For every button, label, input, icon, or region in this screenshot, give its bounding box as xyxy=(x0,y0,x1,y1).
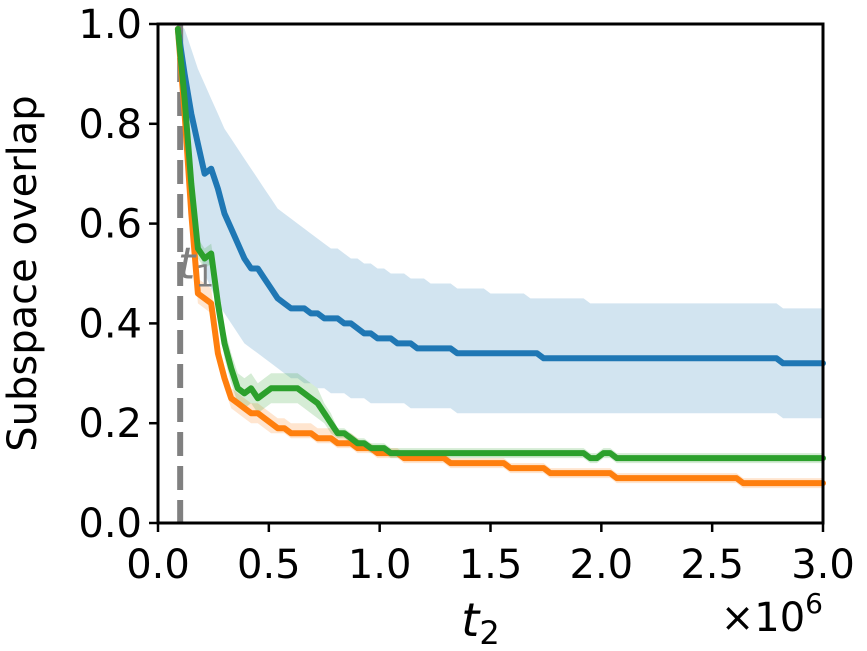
axes xyxy=(149,22,825,532)
x-tick-label: 1.0 xyxy=(348,542,412,588)
y-axis-label: Subspace overlap xyxy=(0,95,46,451)
x-tick-label: 0.0 xyxy=(126,542,190,588)
series-2-line xyxy=(174,26,826,487)
x-tick-label: 2.5 xyxy=(680,542,744,588)
y-tick-label: 1.0 xyxy=(78,2,142,48)
series-1-line xyxy=(174,26,826,367)
x-tick-label: 1.5 xyxy=(459,542,523,588)
series-lines xyxy=(174,26,826,487)
y-tick-label: 0.0 xyxy=(78,501,142,547)
x-tick-label: 3.0 xyxy=(791,542,855,588)
series-3-line xyxy=(174,26,826,462)
y-tick-label: 0.6 xyxy=(78,202,142,248)
y-tick-label: 0.4 xyxy=(78,301,142,347)
x-tick-label: 2.0 xyxy=(570,542,634,588)
confidence-bands xyxy=(177,24,823,489)
t1-label: t1 xyxy=(178,238,214,294)
x-tick-label: 0.5 xyxy=(237,542,301,588)
x-multiplier: ×106 xyxy=(721,587,823,641)
y-tick-label: 0.8 xyxy=(78,102,142,148)
x-axis-label: t2 xyxy=(461,593,499,651)
y-tick-label: 0.2 xyxy=(78,401,142,447)
